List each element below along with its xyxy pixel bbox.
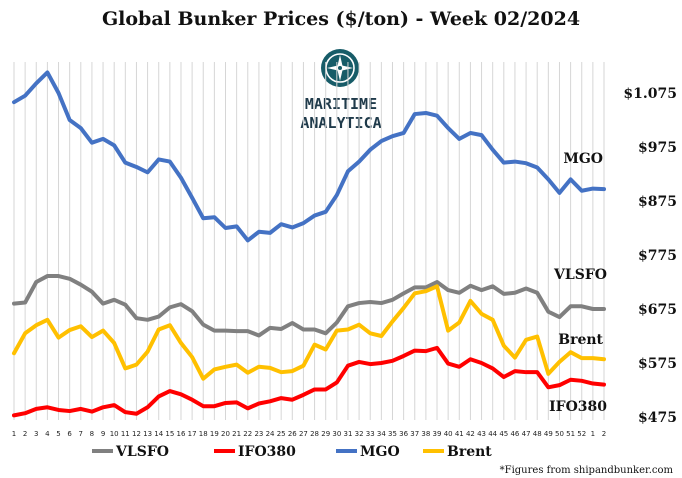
x-tick-label: 23 [254,430,263,438]
x-tick-label: 22 [243,430,252,438]
series-label-vlsfo: VLSFO [553,267,607,283]
legend-entry-brent: Brent [447,444,492,460]
x-tick-label: 45 [499,430,508,438]
x-tick-label: 11 [121,430,130,438]
x-tick-label: 8 [90,430,94,438]
x-tick-label: 6 [67,430,72,438]
x-tick-label: 27 [299,430,308,438]
x-tick-label: 52 [577,430,586,438]
maritime-analytica-logo: MARITIME ANALYTICA [300,49,382,132]
x-tick-label: 20 [221,430,230,438]
series-line-brent [12,284,606,381]
x-tick-label: 35 [388,430,397,438]
x-tick-label: 16 [177,430,186,438]
y-tick-label: $475 [638,410,677,426]
x-axis: 1 2 3 4 5 6 7 8 9 10 11 12 13 14 15 16 17 18 19 20 21 22 23 24 2… [12,430,606,438]
x-tick-label: 21 [232,430,241,438]
x-tick-label: 29 [321,430,330,438]
series-label-mgo: MGO [563,151,603,167]
x-tick-label: 30 [332,430,341,438]
series-line-ifo380 [12,345,606,418]
x-tick-label: 3 [34,430,38,438]
x-tick-label: 24 [266,430,275,438]
y-tick-label: $1.075 [623,86,677,102]
x-tick-label: 46 [510,430,519,438]
x-tick-label: 26 [288,430,297,438]
x-tick-label: 51 [566,430,575,438]
x-tick-label: 28 [310,430,319,438]
x-tick-label: 19 [210,430,219,438]
y-tick-label: $975 [638,140,677,156]
legend-entry-vlsfo: VLSFO [115,444,169,460]
y-tick-label: $575 [638,356,677,372]
x-tick-label: 1 [591,430,595,438]
logo-line2: ANALYTICA [300,114,381,132]
series-label-ifo380: IFO380 [549,399,607,415]
legend-entry-mgo: MGO [360,444,400,460]
series-label-brent: Brent [558,332,603,348]
y-tick-label: $675 [638,302,677,318]
y-tick-label: $875 [638,194,677,210]
x-tick-label: 38 [421,430,430,438]
x-tick-label: 5 [56,430,60,438]
x-tick-label: 9 [101,430,105,438]
x-tick-label: 10 [110,430,119,438]
x-tick-label: 44 [488,430,497,438]
x-tick-label: 41 [455,430,464,438]
x-tick-label: 2 [23,430,27,438]
x-tick-label: 25 [277,430,286,438]
chart-title: Global Bunker Prices ($/ton) - Week 02/2… [102,8,580,30]
logo-line1: MARITIME [305,95,377,113]
y-tick-label: $775 [638,248,677,264]
x-tick-label: 43 [477,430,486,438]
x-tick-label: 13 [143,430,152,438]
series-lines [12,70,606,418]
x-tick-label: 32 [355,430,364,438]
x-tick-label: 33 [366,430,375,438]
x-tick-label: 48 [533,430,542,438]
x-tick-label: 50 [555,430,564,438]
x-tick-label: 39 [433,430,442,438]
series-line-vlsfo [12,274,606,338]
x-tick-label: 49 [544,430,553,438]
x-tick-label: 34 [377,430,386,438]
x-tick-label: 18 [199,430,208,438]
x-tick-label: 37 [410,430,419,438]
x-tick-label: 47 [522,430,531,438]
x-tick-label: 1 [12,430,16,438]
footnote: *Figures from shipandbunker.com [500,465,674,476]
y-axis: $1.075 $975 $875 $775 $675 $575 $475 [623,86,677,426]
x-tick-label: 7 [79,430,83,438]
x-tick-label: 14 [154,430,163,438]
x-tick-label: 4 [45,430,50,438]
x-tick-label: 15 [165,430,174,438]
x-tick-label: 2 [602,430,606,438]
legend-entry-ifo380: IFO380 [238,444,296,460]
x-tick-label: 12 [132,430,141,438]
x-tick-label: 40 [444,430,453,438]
x-tick-label: 31 [343,430,352,438]
x-tick-label: 42 [466,430,475,438]
x-tick-label: 36 [399,430,408,438]
legend: VLSFO IFO380 MGO Brent [92,444,492,460]
x-tick-label: 17 [188,430,197,438]
series-line-mgo [12,70,606,243]
